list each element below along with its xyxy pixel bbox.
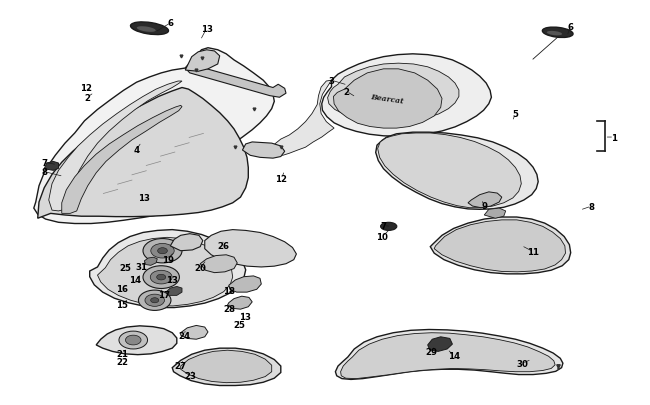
Polygon shape	[484, 209, 506, 219]
Text: 7: 7	[380, 222, 387, 230]
Text: 24: 24	[178, 331, 190, 340]
Text: 5: 5	[512, 110, 519, 119]
Polygon shape	[96, 326, 177, 355]
Polygon shape	[227, 296, 252, 309]
Circle shape	[143, 239, 182, 263]
Text: 12: 12	[80, 84, 92, 93]
Text: 25: 25	[120, 264, 131, 273]
Circle shape	[151, 298, 159, 303]
Ellipse shape	[547, 32, 562, 36]
Polygon shape	[273, 81, 334, 156]
Circle shape	[150, 271, 172, 284]
Polygon shape	[200, 255, 237, 273]
Text: 19: 19	[162, 256, 174, 264]
Polygon shape	[468, 192, 502, 208]
Polygon shape	[229, 276, 261, 292]
Ellipse shape	[381, 223, 396, 231]
Polygon shape	[90, 230, 246, 308]
Polygon shape	[185, 51, 220, 72]
Text: 13: 13	[166, 276, 178, 285]
Text: 8: 8	[41, 168, 47, 177]
Polygon shape	[172, 348, 281, 386]
Text: 21: 21	[116, 349, 128, 358]
Polygon shape	[328, 64, 459, 122]
Text: 20: 20	[194, 264, 206, 273]
Polygon shape	[185, 65, 286, 98]
Text: 3: 3	[328, 77, 335, 85]
Polygon shape	[98, 238, 233, 306]
Ellipse shape	[131, 23, 168, 36]
Text: 13: 13	[138, 193, 150, 202]
Polygon shape	[44, 162, 58, 171]
Text: 29: 29	[425, 347, 437, 356]
Circle shape	[151, 244, 174, 258]
Polygon shape	[34, 49, 274, 224]
Polygon shape	[181, 350, 272, 383]
Polygon shape	[49, 82, 182, 211]
Text: 6: 6	[168, 19, 174, 28]
Text: 18: 18	[224, 286, 235, 295]
Text: 23: 23	[185, 371, 196, 380]
Polygon shape	[144, 258, 157, 266]
Text: 14: 14	[129, 276, 141, 285]
Polygon shape	[376, 133, 538, 210]
Text: 4: 4	[133, 145, 140, 154]
Circle shape	[157, 248, 168, 254]
Polygon shape	[166, 287, 182, 296]
Text: 11: 11	[527, 247, 539, 256]
Text: 27: 27	[175, 361, 187, 370]
Ellipse shape	[136, 27, 156, 33]
Polygon shape	[335, 330, 563, 379]
Polygon shape	[181, 326, 208, 339]
Text: 10: 10	[376, 232, 388, 241]
Circle shape	[119, 331, 148, 349]
Polygon shape	[38, 88, 248, 219]
Circle shape	[145, 294, 164, 307]
Text: 15: 15	[116, 300, 128, 309]
Text: 9: 9	[481, 201, 488, 210]
Text: 2: 2	[343, 87, 350, 96]
Text: 31: 31	[136, 262, 148, 271]
Text: 30: 30	[516, 359, 528, 368]
Polygon shape	[205, 230, 296, 267]
Polygon shape	[430, 217, 571, 274]
Text: Bearcat: Bearcat	[370, 93, 404, 105]
Text: 13: 13	[201, 25, 213, 34]
Polygon shape	[428, 337, 452, 352]
Text: 1: 1	[611, 133, 618, 142]
Text: 26: 26	[217, 242, 229, 251]
Polygon shape	[341, 333, 555, 379]
Text: 7: 7	[41, 158, 47, 167]
Text: 13: 13	[239, 312, 251, 321]
Polygon shape	[378, 134, 521, 208]
Polygon shape	[322, 55, 491, 137]
Circle shape	[143, 266, 179, 289]
Circle shape	[125, 335, 141, 345]
Circle shape	[157, 275, 166, 280]
Polygon shape	[434, 220, 566, 272]
Text: 22: 22	[116, 357, 128, 366]
Polygon shape	[62, 106, 182, 214]
Text: 28: 28	[224, 304, 235, 313]
Text: 8: 8	[588, 202, 595, 211]
Ellipse shape	[542, 28, 573, 38]
Polygon shape	[333, 70, 442, 129]
Text: 25: 25	[233, 320, 245, 329]
Circle shape	[138, 290, 171, 311]
Text: 2: 2	[84, 94, 90, 102]
Text: 14: 14	[448, 351, 460, 360]
Text: 17: 17	[159, 290, 170, 299]
Polygon shape	[170, 234, 203, 251]
Text: 16: 16	[116, 284, 128, 293]
Text: 12: 12	[276, 175, 287, 183]
Polygon shape	[242, 143, 285, 159]
Text: 6: 6	[567, 23, 574, 32]
